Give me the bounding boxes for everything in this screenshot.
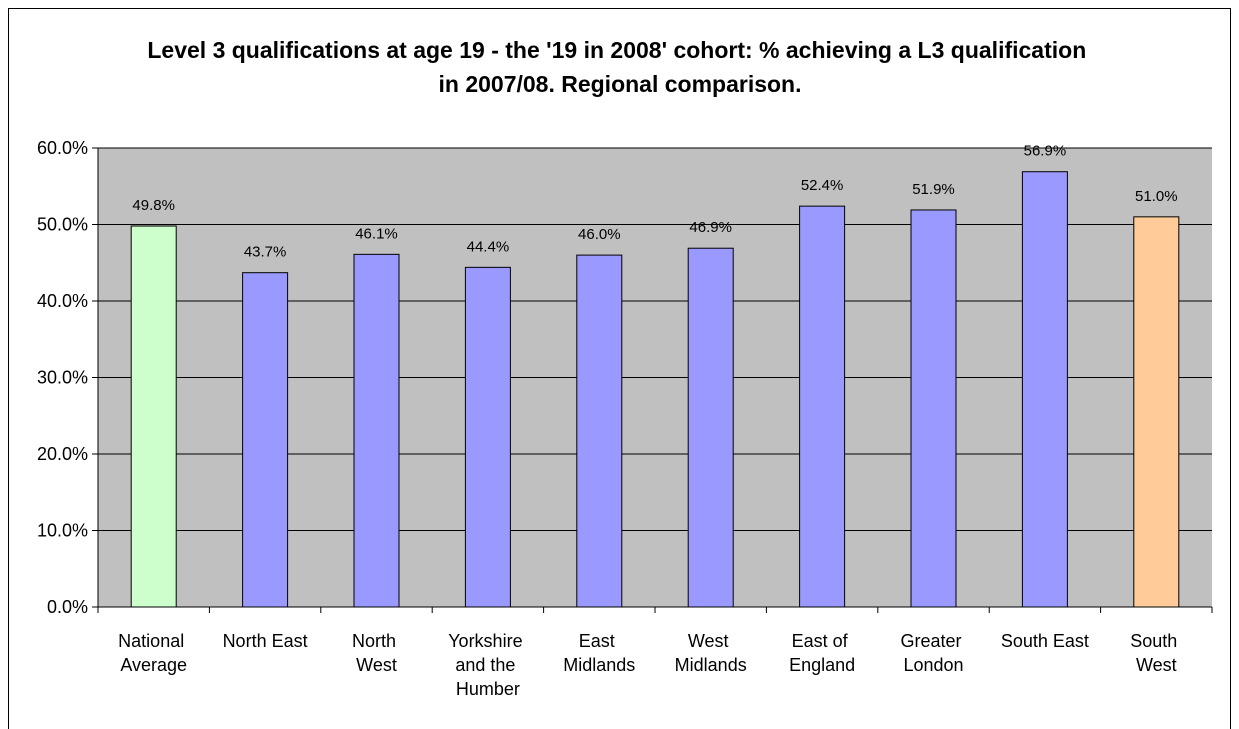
x-tick-label: East Midlands — [563, 631, 635, 675]
data-label: 44.4% — [467, 238, 510, 255]
x-tick-label: Yorkshire and the Humber — [448, 631, 527, 699]
data-label: 52.4% — [801, 177, 844, 194]
chart-title: Level 3 qualifications at age 19 - the '… — [147, 37, 1092, 97]
x-tick-label: North West — [352, 631, 401, 675]
x-tick-label: West Midlands — [675, 631, 747, 675]
bar — [910, 209, 957, 608]
x-tick-label: Greater London — [900, 631, 966, 675]
data-label: 43.7% — [244, 244, 287, 261]
data-label: 51.9% — [912, 181, 955, 198]
bar — [464, 266, 511, 608]
bar — [1133, 216, 1180, 608]
data-label: 51.0% — [1135, 188, 1178, 205]
data-label: 49.8% — [132, 197, 175, 214]
bar — [130, 225, 177, 608]
x-tick-label: North East — [223, 631, 308, 651]
x-tick-label: East of England — [789, 631, 855, 675]
x-tick-label: South East — [1001, 631, 1089, 651]
y-tick-label: 0.0% — [47, 597, 88, 617]
bar — [799, 205, 846, 608]
data-label: 46.9% — [689, 219, 732, 236]
chart-frame — [8, 8, 1231, 729]
data-label: 46.1% — [355, 225, 398, 242]
bar — [1021, 171, 1068, 608]
bar — [576, 254, 623, 608]
y-tick-label: 60.0% — [37, 138, 88, 158]
y-tick-label: 40.0% — [37, 291, 88, 311]
y-tick-label: 50.0% — [37, 215, 88, 235]
y-tick-label: 20.0% — [37, 444, 88, 464]
x-tick-label: South West — [1130, 631, 1182, 675]
data-label: 56.9% — [1024, 143, 1067, 160]
bar — [353, 253, 400, 608]
y-tick-label: 10.0% — [37, 521, 88, 541]
y-tick-label: 30.0% — [37, 368, 88, 388]
bar — [242, 272, 289, 608]
x-tick-label: National Average — [118, 631, 189, 675]
data-label: 46.0% — [578, 226, 621, 243]
bar — [687, 247, 734, 608]
